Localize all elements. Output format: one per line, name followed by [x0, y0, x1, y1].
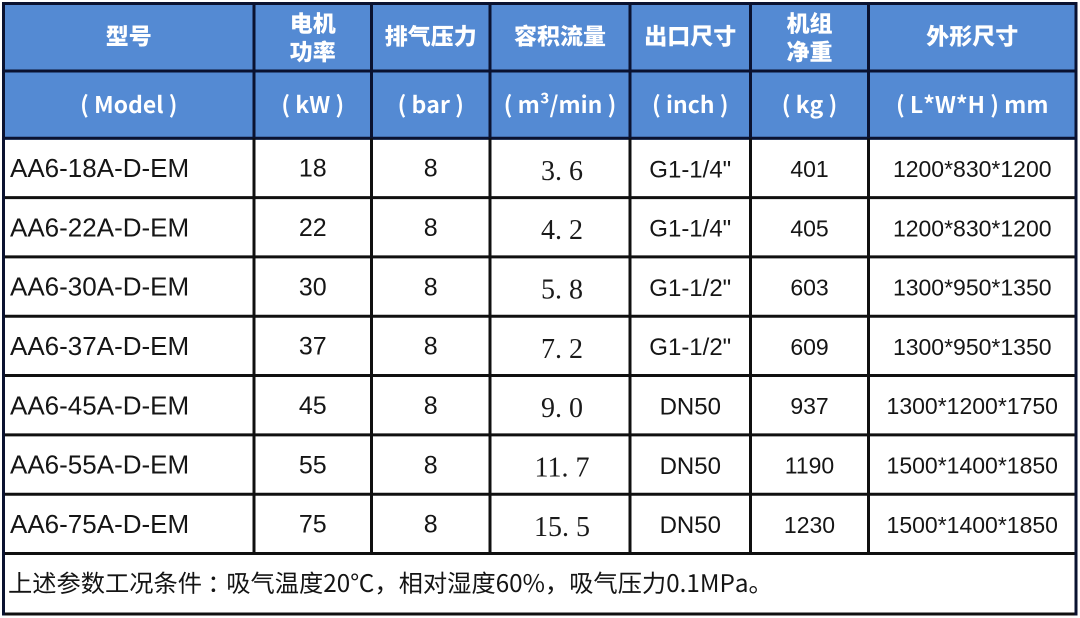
svg-text:8: 8	[424, 155, 438, 183]
svg-text:8: 8	[424, 333, 438, 361]
svg-text:18: 18	[299, 155, 327, 183]
svg-text:11. 7: 11. 7	[535, 453, 590, 484]
svg-text:AA6-45A-D-EM: AA6-45A-D-EM	[10, 390, 189, 420]
svg-text:9. 0: 9. 0	[541, 393, 583, 424]
svg-text:609: 609	[790, 334, 828, 360]
svg-text:G1-1/2": G1-1/2"	[649, 334, 731, 361]
svg-text:AA6-37A-D-EM: AA6-37A-D-EM	[10, 331, 189, 361]
svg-text:8: 8	[424, 392, 438, 420]
svg-text:7. 2: 7. 2	[541, 334, 583, 365]
svg-text:1190: 1190	[785, 453, 834, 479]
svg-text:15. 5: 15. 5	[534, 512, 590, 543]
svg-text:22: 22	[299, 214, 327, 242]
svg-text:5. 8: 5. 8	[541, 275, 583, 306]
svg-text:G1-1/4": G1-1/4"	[649, 216, 731, 243]
svg-text:75: 75	[299, 511, 327, 539]
svg-text:37: 37	[299, 333, 327, 361]
svg-text:G1-1/2": G1-1/2"	[649, 275, 731, 302]
svg-text:AA6-30A-D-EM: AA6-30A-D-EM	[10, 272, 189, 302]
svg-text:3. 6: 3. 6	[541, 156, 583, 187]
svg-text:1230: 1230	[784, 512, 835, 538]
svg-text:DN50: DN50	[660, 394, 721, 421]
svg-text:1500*1400*1850: 1500*1400*1850	[887, 453, 1058, 479]
svg-text:DN50: DN50	[660, 453, 721, 480]
svg-text:AA6-55A-D-EM: AA6-55A-D-EM	[10, 450, 189, 480]
svg-text:1300*950*1350: 1300*950*1350	[893, 275, 1052, 301]
svg-text:55: 55	[299, 451, 327, 479]
svg-text:G1-1/4": G1-1/4"	[649, 156, 731, 183]
svg-text:1200*830*1200: 1200*830*1200	[893, 215, 1052, 241]
svg-text:AA6-18A-D-EM: AA6-18A-D-EM	[10, 153, 189, 183]
svg-text:1300*950*1350: 1300*950*1350	[893, 334, 1052, 360]
svg-text:30: 30	[299, 273, 327, 301]
svg-text:401: 401	[790, 156, 828, 182]
svg-text:603: 603	[790, 275, 828, 301]
svg-text:1200*830*1200: 1200*830*1200	[893, 156, 1052, 182]
svg-text:8: 8	[424, 214, 438, 242]
svg-text:1300*1200*1750: 1300*1200*1750	[887, 393, 1058, 419]
svg-text:1500*1400*1850: 1500*1400*1850	[887, 512, 1058, 538]
svg-text:AA6-75A-D-EM: AA6-75A-D-EM	[10, 509, 189, 539]
svg-text:405: 405	[790, 215, 828, 241]
svg-text:45: 45	[299, 392, 327, 420]
svg-text:8: 8	[424, 273, 438, 301]
svg-text:DN50: DN50	[660, 512, 721, 539]
svg-text:AA6-22A-D-EM: AA6-22A-D-EM	[10, 212, 189, 242]
svg-text:8: 8	[424, 451, 438, 479]
svg-text:8: 8	[424, 511, 438, 539]
svg-text:4. 2: 4. 2	[541, 215, 583, 246]
svg-text:937: 937	[790, 393, 828, 419]
